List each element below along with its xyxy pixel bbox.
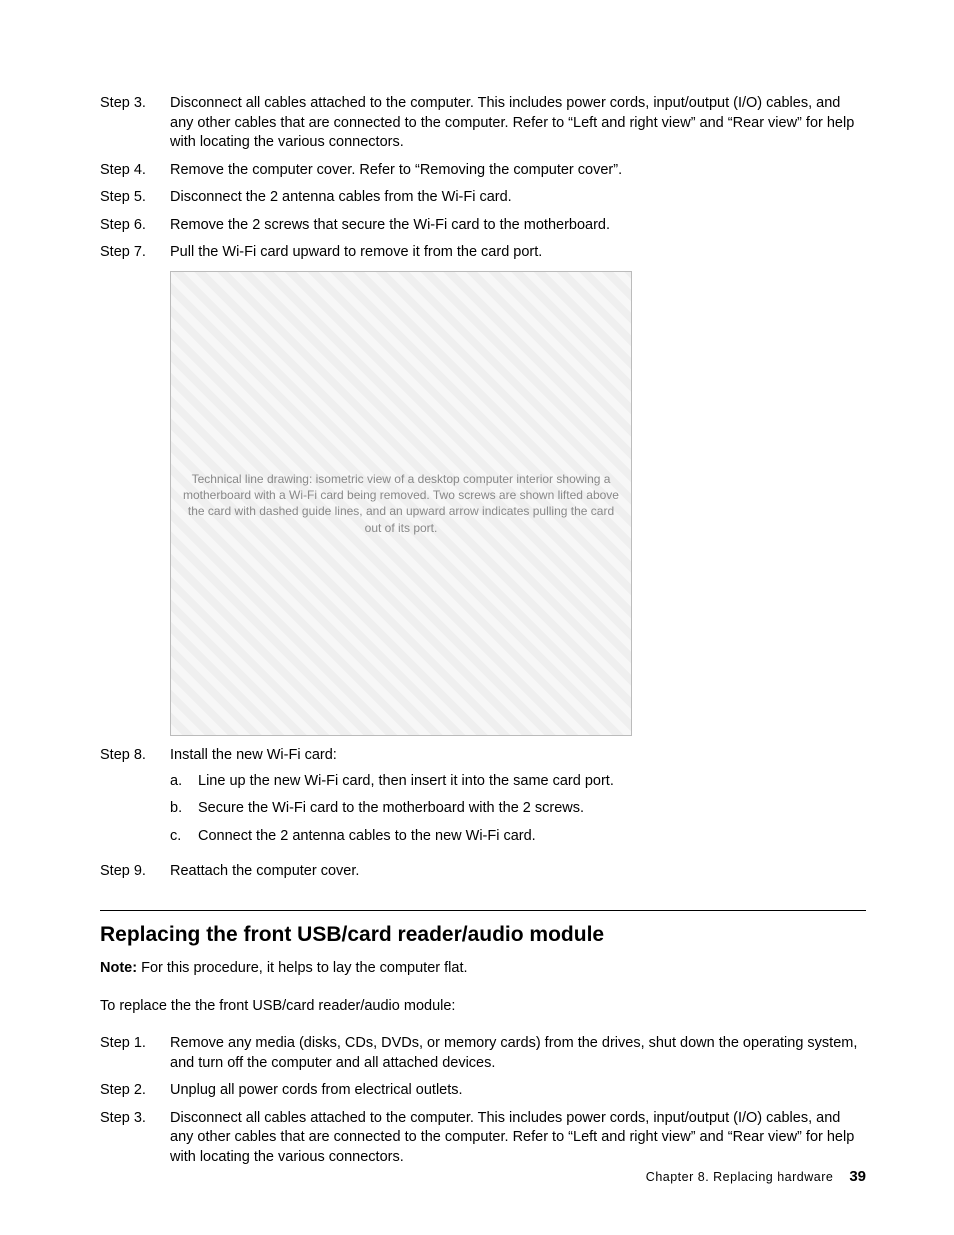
step-text: Reattach the computer cover. (170, 862, 866, 882)
step-text: Remove the 2 screws that secure the Wi-F… (170, 216, 866, 236)
step-label: Step 6. (100, 216, 170, 236)
step-body: Install the new Wi-Fi card: a. Line up t… (170, 746, 866, 854)
step-label: Step 7. (100, 243, 170, 263)
step-label: Step 2. (100, 1081, 170, 1101)
section-divider (100, 910, 866, 911)
sub-list: a. Line up the new Wi-Fi card, then inse… (170, 772, 866, 847)
step-label: Step 3. (100, 1109, 170, 1168)
step-text: Disconnect all cables attached to the co… (170, 94, 866, 153)
section-heading: Replacing the front USB/card reader/audi… (100, 921, 866, 949)
steps-top-list: Step 3. Disconnect all cables attached t… (100, 94, 866, 263)
sub-text: Connect the 2 antenna cables to the new … (198, 827, 866, 847)
step-row: Step 6. Remove the 2 screws that secure … (100, 216, 866, 236)
section-steps-list: Step 1. Remove any media (disks, CDs, DV… (100, 1034, 866, 1167)
sub-row: c. Connect the 2 antenna cables to the n… (170, 827, 866, 847)
step-row: Step 8. Install the new Wi-Fi card: a. L… (100, 746, 866, 854)
note-text: For this procedure, it helps to lay the … (141, 960, 467, 976)
section-intro: To replace the the front USB/card reader… (100, 997, 866, 1017)
sub-row: a. Line up the new Wi-Fi card, then inse… (170, 772, 866, 792)
step-text: Remove the computer cover. Refer to “Rem… (170, 161, 866, 181)
step-text: Pull the Wi-Fi card upward to remove it … (170, 243, 866, 263)
page-footer: Chapter 8. Replacing hardware 39 (646, 1167, 866, 1187)
step-label: Step 3. (100, 94, 170, 153)
figure-wrap: Technical line drawing: isometric view o… (170, 271, 866, 736)
step-row: Step 3. Disconnect all cables attached t… (100, 94, 866, 153)
step-row: Step 9. Reattach the computer cover. (100, 862, 866, 882)
sub-row: b. Secure the Wi-Fi card to the motherbo… (170, 799, 866, 819)
step-label: Step 1. (100, 1034, 170, 1073)
step-row: Step 4. Remove the computer cover. Refer… (100, 161, 866, 181)
step-label: Step 4. (100, 161, 170, 181)
step-text: Remove any media (disks, CDs, DVDs, or m… (170, 1034, 866, 1073)
sub-label: a. (170, 772, 198, 792)
figure-alt-text: Technical line drawing: isometric view o… (171, 459, 631, 548)
step-row: Step 5. Disconnect the 2 antenna cables … (100, 188, 866, 208)
footer-page-number: 39 (849, 1168, 866, 1185)
step-text: Disconnect the 2 antenna cables from the… (170, 188, 866, 208)
step-lead-text: Install the new Wi-Fi card: (170, 747, 337, 763)
step-row: Step 1. Remove any media (disks, CDs, DV… (100, 1034, 866, 1073)
step-label: Step 8. (100, 746, 170, 854)
footer-chapter: Chapter 8. Replacing hardware (646, 1170, 834, 1184)
note-line: Note: For this procedure, it helps to la… (100, 959, 866, 979)
step-row: Step 3. Disconnect all cables attached t… (100, 1109, 866, 1168)
sub-label: b. (170, 799, 198, 819)
wifi-card-removal-diagram: Technical line drawing: isometric view o… (170, 271, 632, 736)
step-row: Step 7. Pull the Wi-Fi card upward to re… (100, 243, 866, 263)
note-label: Note: (100, 960, 137, 976)
sub-label: c. (170, 827, 198, 847)
step-label: Step 5. (100, 188, 170, 208)
sub-text: Line up the new Wi-Fi card, then insert … (198, 772, 866, 792)
step-text: Unplug all power cords from electrical o… (170, 1081, 866, 1101)
step-text: Disconnect all cables attached to the co… (170, 1109, 866, 1168)
step-label: Step 9. (100, 862, 170, 882)
step-row: Step 2. Unplug all power cords from elec… (100, 1081, 866, 1101)
sub-text: Secure the Wi-Fi card to the motherboard… (198, 799, 866, 819)
